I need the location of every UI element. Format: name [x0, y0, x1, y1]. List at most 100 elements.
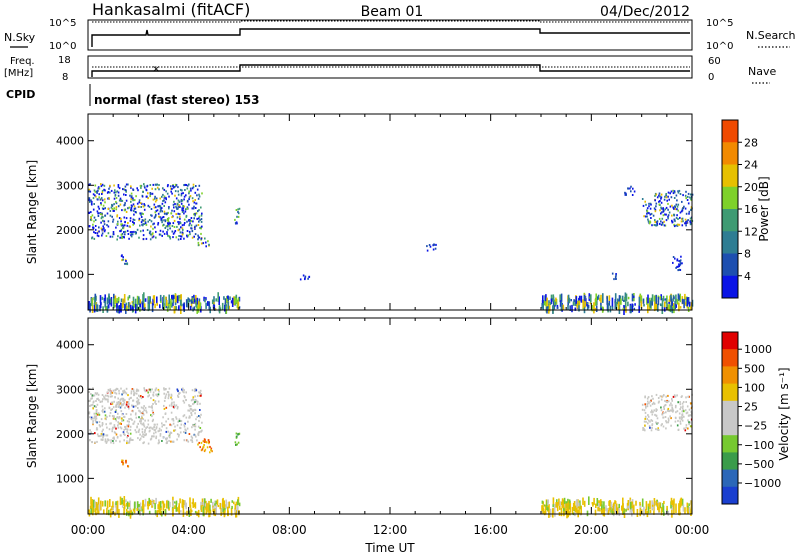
data-cell — [614, 293, 617, 302]
data-cell — [108, 187, 110, 190]
data-cell — [189, 408, 192, 410]
data-cell — [148, 430, 151, 433]
data-cell — [684, 429, 687, 432]
data-cell — [121, 397, 123, 400]
data-cell — [103, 188, 105, 191]
data-cell — [614, 500, 617, 505]
data-cell — [117, 205, 120, 208]
data-cell — [96, 190, 98, 193]
data-cell — [103, 230, 106, 233]
data-cell — [192, 398, 194, 401]
data-cell — [102, 225, 104, 228]
data-cell — [220, 509, 223, 515]
data-cell — [113, 400, 115, 403]
data-cell — [154, 510, 157, 515]
data-cell — [91, 200, 93, 203]
data-cell — [158, 427, 161, 430]
data-cell — [667, 400, 670, 403]
data-cell — [643, 420, 646, 423]
data-cell — [184, 500, 186, 508]
data-cell — [159, 433, 162, 435]
data-cell — [435, 243, 437, 246]
data-cell — [674, 257, 676, 260]
data-cell — [592, 502, 594, 507]
data-cell — [155, 431, 157, 434]
data-cell — [152, 391, 155, 394]
data-cell — [200, 218, 203, 221]
data-cell — [662, 210, 665, 213]
data-cell — [649, 400, 651, 403]
data-cell — [104, 201, 106, 204]
data-cell — [613, 502, 615, 507]
data-cell — [112, 218, 115, 221]
data-cell — [166, 231, 168, 234]
data-cell — [93, 405, 96, 408]
data-cell — [593, 497, 595, 505]
data-cell — [178, 235, 180, 237]
data-cell — [96, 198, 99, 201]
data-cell — [139, 420, 141, 423]
data-cell — [110, 422, 112, 425]
data-cell — [185, 399, 187, 402]
colorbar-tick-label: 8 — [744, 248, 751, 261]
data-cell — [180, 194, 183, 197]
data-cell — [209, 504, 211, 513]
data-cell — [202, 440, 205, 443]
data-cell — [632, 187, 634, 190]
data-cell — [174, 429, 177, 432]
data-cell — [138, 219, 140, 222]
data-cell — [188, 190, 190, 193]
data-cell — [125, 461, 127, 464]
data-cell — [122, 227, 124, 229]
data-cell — [688, 414, 691, 417]
data-cell — [159, 294, 162, 302]
data-cell — [142, 411, 144, 414]
data-cell — [114, 389, 116, 392]
data-cell — [644, 411, 647, 414]
data-cell — [184, 428, 186, 431]
data-cell — [118, 217, 121, 219]
data-cell — [230, 508, 233, 516]
data-cell — [226, 295, 229, 299]
data-cell — [647, 503, 650, 507]
colorbar-segment — [722, 418, 738, 436]
data-cell — [133, 420, 136, 423]
data-cell — [684, 293, 686, 300]
data-cell — [596, 498, 599, 506]
data-cell — [662, 214, 665, 217]
data-cell — [177, 435, 180, 438]
data-cell — [168, 207, 170, 210]
data-cell — [93, 394, 96, 397]
data-cell — [147, 197, 149, 200]
data-cell — [155, 435, 158, 438]
data-cell — [655, 202, 658, 205]
data-cell — [164, 397, 167, 399]
data-cell — [204, 498, 206, 508]
data-cell — [166, 391, 169, 393]
data-cell — [206, 441, 208, 444]
data-cell — [655, 300, 658, 310]
data-cell — [172, 295, 175, 299]
data-cell — [633, 190, 636, 193]
data-cell — [173, 206, 175, 209]
data-cell — [144, 429, 146, 432]
data-cell — [227, 295, 229, 304]
data-cell — [190, 224, 193, 227]
data-cell — [662, 295, 665, 302]
data-cell — [167, 302, 170, 309]
data-cell — [159, 197, 161, 200]
data-cell — [147, 192, 149, 195]
data-cell — [123, 193, 125, 196]
data-cell — [95, 409, 98, 412]
data-cell — [182, 507, 185, 517]
data-cell — [122, 225, 125, 228]
data-cell — [649, 221, 652, 224]
data-cell — [96, 433, 99, 436]
data-cell — [614, 299, 617, 309]
data-cell — [141, 506, 143, 512]
data-cell — [136, 202, 139, 205]
data-cell — [118, 305, 121, 314]
data-cell — [152, 403, 154, 405]
data-cell — [621, 505, 623, 511]
data-cell — [672, 192, 675, 195]
